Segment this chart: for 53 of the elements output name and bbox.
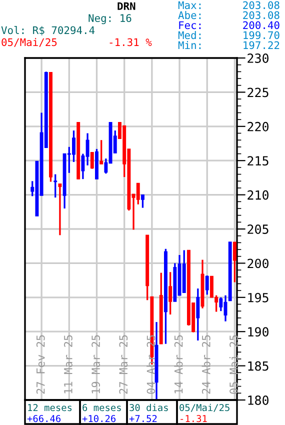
x-tick-label: 27 Fev 25	[36, 335, 45, 394]
text: 30 dias	[130, 404, 168, 412]
text: +7.52	[129, 414, 157, 422]
candlestick	[140, 194, 144, 209]
text: 05/Mai/25	[2, 38, 57, 47]
x-tick-label: 27 Mar 25	[119, 335, 128, 394]
y-tick-label: 210	[248, 190, 268, 200]
x-tick-label: 19 Mar 25	[92, 335, 100, 394]
y-tick-label: 225	[248, 88, 268, 98]
text: Med:	[178, 31, 201, 40]
text: 203.08	[243, 1, 280, 10]
y-tick-label: 180	[248, 396, 268, 405]
text: 6 meses	[82, 404, 121, 412]
candlestick	[58, 183, 62, 236]
x-tick-label: 11 Mar 25	[64, 335, 72, 394]
text: 197.22	[244, 41, 280, 50]
candlestick	[54, 173, 58, 198]
text: Neg: 16	[88, 14, 132, 24]
text: 200.40	[243, 21, 280, 30]
candlestick	[90, 152, 94, 170]
text: 203.08	[243, 11, 280, 20]
x-tick-label: 14 Abr 25	[174, 335, 183, 394]
text: 12 meses	[28, 404, 72, 412]
candlestick	[219, 296, 223, 312]
y-tick-label: 205	[248, 224, 268, 234]
text: Max:	[178, 1, 201, 10]
x-tick-label: 24 Abr 25	[202, 335, 210, 394]
y-tick-label: 215	[248, 156, 268, 166]
x-tick-label: 05 Mai 25	[229, 335, 238, 394]
y-tick-label: 200	[248, 258, 268, 268]
text: 199.70	[244, 31, 280, 40]
text: 05/Mai/25	[180, 404, 230, 412]
candlestick	[100, 139, 104, 165]
candlestick	[232, 241, 236, 284]
y-tick-label: 195	[248, 292, 268, 302]
candlestick	[168, 271, 172, 316]
y-tick-label: 190	[248, 327, 268, 337]
x-tick-label: 04 Abr 25	[146, 335, 156, 394]
candlestick	[136, 182, 140, 206]
candlestick	[205, 274, 209, 296]
y-tick-label: 230	[248, 54, 268, 63]
text: Vol: R$ 70294.4	[1, 26, 95, 36]
text: DRN	[118, 2, 136, 10]
text: -1.31 %	[110, 38, 152, 46]
y-tick-label: 220	[248, 122, 268, 132]
y-tick-label: 185	[248, 361, 268, 371]
text: Abe:	[178, 11, 201, 20]
text: Min:	[178, 41, 201, 49]
candlestick	[196, 288, 200, 342]
text: -1.31	[180, 414, 207, 422]
text: Fec:	[179, 21, 201, 30]
text: +66.46	[27, 414, 61, 422]
text: +10.26	[82, 414, 116, 422]
